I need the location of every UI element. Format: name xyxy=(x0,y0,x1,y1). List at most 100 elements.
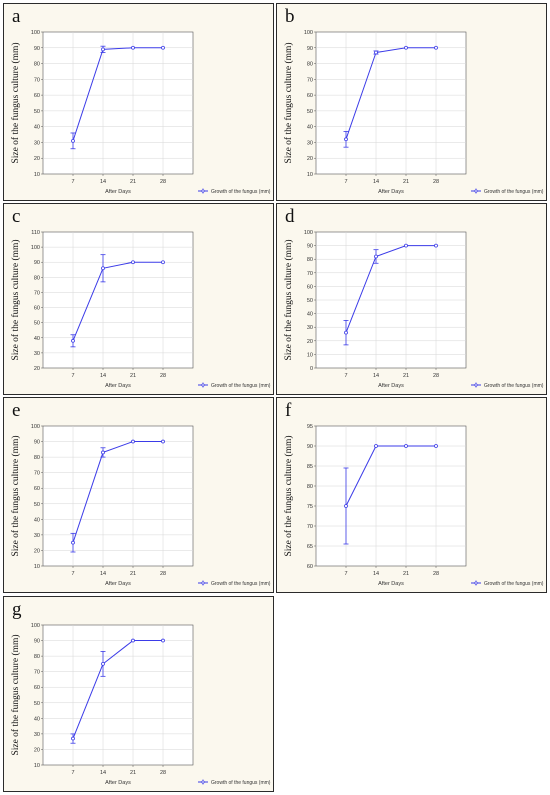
legend-label: Growth of the fungus (mm) xyxy=(211,581,271,587)
x-tick-label: 14 xyxy=(100,373,106,379)
y-tick-label: 10 xyxy=(34,763,40,769)
panel-letter: b xyxy=(285,6,295,27)
x-tick-label: 7 xyxy=(344,571,347,577)
y-axis-label: Size of the fungus culture (mm) xyxy=(283,435,294,556)
x-axis-label: After Days xyxy=(378,581,404,587)
y-tick-label: 60 xyxy=(307,93,313,99)
legend-swatch-marker xyxy=(474,581,478,585)
x-axis-label: After Days xyxy=(378,189,404,195)
x-tick-label: 7 xyxy=(344,179,347,185)
data-point xyxy=(344,137,348,142)
y-tick-label: 80 xyxy=(34,455,40,461)
x-axis-label: After Days xyxy=(105,383,131,389)
data-point xyxy=(374,254,378,259)
series-line xyxy=(72,441,163,543)
legend-label: Growth of the fungus (mm) xyxy=(211,780,271,786)
y-tick-label: 10 xyxy=(34,564,40,570)
y-tick-label: 90 xyxy=(307,444,313,450)
data-point xyxy=(101,450,105,455)
y-tick-label: 60 xyxy=(34,93,40,99)
x-axis-label: After Days xyxy=(105,780,131,786)
y-tick-label: 70 xyxy=(34,670,40,676)
data-point xyxy=(101,266,105,271)
y-tick-label: 80 xyxy=(307,257,313,263)
legend-swatch-marker xyxy=(201,780,205,784)
panel-f: f 60 65 70 75 80 85 90 95 7 14 21 28 After Days Size … xyxy=(276,397,547,593)
data-point xyxy=(434,243,438,248)
data-point xyxy=(344,330,348,335)
x-tick-label: 21 xyxy=(403,179,409,185)
x-axis-label: After Days xyxy=(105,189,131,195)
x-tick-label: 14 xyxy=(373,179,379,185)
plot-area xyxy=(42,425,194,567)
x-tick-label: 14 xyxy=(100,179,106,185)
data-point xyxy=(101,661,105,666)
data-point xyxy=(404,45,408,50)
y-tick-label: 40 xyxy=(34,336,40,342)
y-tick-label: 70 xyxy=(34,77,40,83)
y-tick-label: 40 xyxy=(34,517,40,523)
x-tick-label: 21 xyxy=(403,571,409,577)
y-tick-label: 70 xyxy=(307,271,313,277)
panel-letter: g xyxy=(12,599,22,620)
y-tick-label: 40 xyxy=(307,125,313,131)
x-tick-label: 14 xyxy=(373,373,379,379)
data-point xyxy=(344,504,348,508)
y-tick-label: 90 xyxy=(307,244,313,250)
panel-letter: f xyxy=(285,400,292,421)
chart-svg: 10 20 30 40 50 60 70 80 90 100 7 14 21 28 After Days Si… xyxy=(10,424,271,587)
series-line xyxy=(72,261,163,341)
chart-svg: 10 20 30 40 50 60 70 80 90 100 7 14 21 28 After Days Si… xyxy=(10,623,271,786)
legend-label: Growth of the fungus (mm) xyxy=(484,189,544,195)
plot-area xyxy=(42,624,194,766)
chart-svg: 0 10 20 30 40 50 60 70 80 90 100 7 14 21 28 After Days S… xyxy=(283,230,544,389)
legend-label: Growth of the fungus (mm) xyxy=(211,383,271,389)
y-tick-label: 60 xyxy=(34,486,40,492)
y-tick-label: 20 xyxy=(307,156,313,162)
x-tick-label: 21 xyxy=(403,373,409,379)
y-tick-label: 80 xyxy=(34,275,40,281)
x-tick-label: 21 xyxy=(130,571,136,577)
y-tick-label: 50 xyxy=(34,109,40,115)
y-tick-label: 60 xyxy=(307,564,313,570)
panel-letter: d xyxy=(285,206,295,227)
chart-svg: 20 30 40 50 60 70 80 90 100 110 7 14 21 28 After Days S… xyxy=(10,230,271,389)
x-tick-label: 28 xyxy=(433,571,439,577)
legend-swatch-marker xyxy=(474,189,478,193)
data-point xyxy=(374,444,378,448)
y-tick-label: 60 xyxy=(34,306,40,312)
y-tick-label: 20 xyxy=(307,339,313,345)
plot-area xyxy=(315,425,467,567)
y-tick-label: 110 xyxy=(31,230,40,236)
legend-label: Growth of the fungus (mm) xyxy=(484,581,544,587)
x-tick-label: 21 xyxy=(130,373,136,379)
data-point xyxy=(71,138,75,143)
x-tick-label: 28 xyxy=(160,179,166,185)
y-tick-label: 95 xyxy=(307,424,313,430)
y-axis-label: Size of the fungus culture (mm) xyxy=(283,42,294,163)
y-tick-label: 80 xyxy=(307,62,313,68)
chart-svg: 60 65 70 75 80 85 90 95 7 14 21 28 After Days Size of… xyxy=(283,424,544,587)
data-point xyxy=(161,260,165,265)
y-tick-label: 30 xyxy=(307,325,313,331)
plot-area xyxy=(42,31,194,175)
plot-area xyxy=(315,31,467,175)
data-point xyxy=(434,45,438,50)
series-line xyxy=(72,640,163,739)
x-tick-label: 7 xyxy=(71,770,74,776)
y-tick-label: 40 xyxy=(34,125,40,131)
y-tick-label: 20 xyxy=(34,156,40,162)
y-tick-label: 70 xyxy=(34,290,40,296)
y-tick-label: 80 xyxy=(307,484,313,490)
panel-letter: c xyxy=(12,206,21,227)
x-tick-label: 7 xyxy=(71,373,74,379)
y-axis-label: Size of the fungus culture (mm) xyxy=(10,42,21,163)
x-tick-label: 14 xyxy=(100,571,106,577)
y-tick-label: 50 xyxy=(34,321,40,327)
data-point xyxy=(101,47,105,52)
y-tick-label: 70 xyxy=(34,471,40,477)
data-point xyxy=(71,736,75,741)
x-axis-label: After Days xyxy=(378,383,404,389)
y-axis-label: Size of the fungus culture (mm) xyxy=(283,239,294,360)
y-tick-label: 20 xyxy=(34,747,40,753)
